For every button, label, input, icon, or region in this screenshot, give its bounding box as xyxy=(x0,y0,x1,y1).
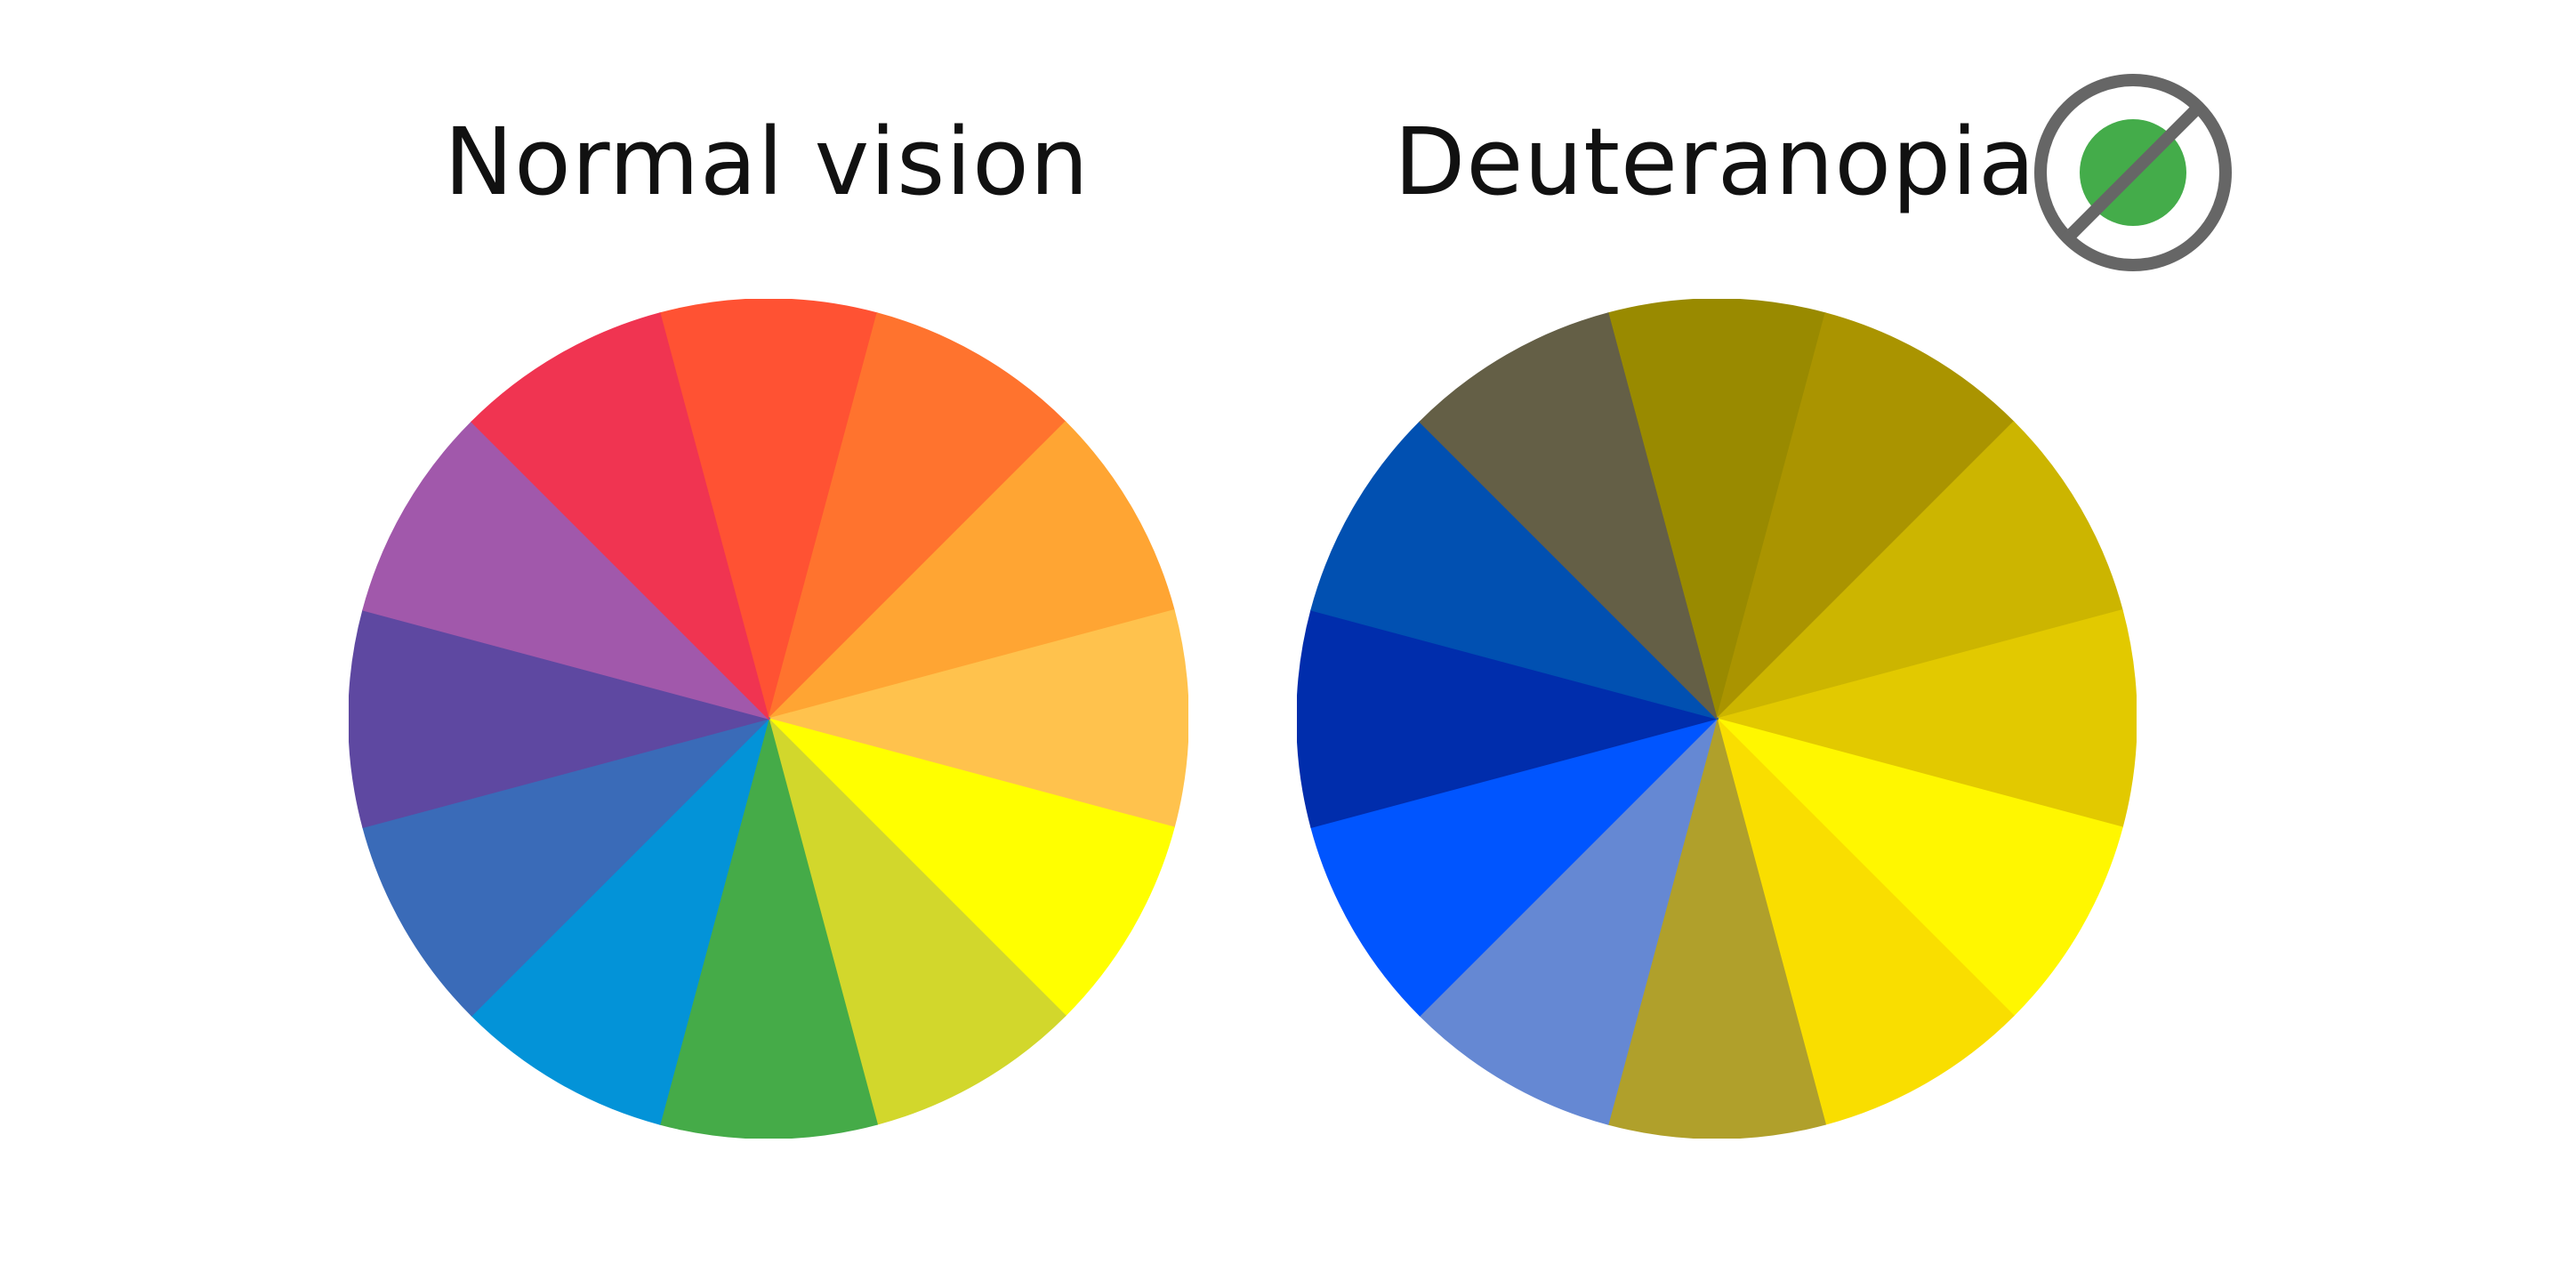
normal-wheel-slice-12 xyxy=(471,312,770,721)
normal-wheel-slice-10 xyxy=(349,608,771,829)
deuteranopia-wheel-slice-11 xyxy=(1310,421,1719,720)
normal-wheel-slice-2 xyxy=(767,312,1067,721)
deuteranopia-title: Deuteranopia xyxy=(1394,108,2036,216)
normal-wheel-slice-11 xyxy=(362,421,771,720)
icon-ring xyxy=(2034,74,2232,271)
deuteranopia-wheel-slice-12 xyxy=(1419,312,1719,721)
normal-wheel-slice-4 xyxy=(766,608,1188,829)
deuteranopia-wheel-slice-8 xyxy=(1419,716,1719,1125)
deuteranopia-wheel-slice-3 xyxy=(1714,421,2123,720)
normal-wheel-slice-3 xyxy=(766,421,1175,720)
deuteranopia-wheel-slice-1 xyxy=(1606,299,1827,721)
normal-vision-color-wheel xyxy=(349,299,1188,1139)
normal-wheel-slice-1 xyxy=(658,299,879,721)
deuteranopia-wheel-slice-2 xyxy=(1715,312,2015,721)
deuteranopia-wheel-slice-10 xyxy=(1297,608,1719,829)
normal-wheel-slice-9 xyxy=(362,717,771,1017)
deuteranopia-wheel-slice-6 xyxy=(1715,716,2015,1125)
icon-strike-through xyxy=(2061,101,2205,245)
normal-wheel-slice-8 xyxy=(471,716,770,1125)
deuteranopia-icon xyxy=(2034,74,2232,271)
normal-wheel-slice-6 xyxy=(767,716,1067,1125)
normal-vision-title: Normal vision xyxy=(444,108,1090,216)
deuteranopia-color-wheel xyxy=(1297,299,2137,1139)
deuteranopia-wheel-slice-4 xyxy=(1714,608,2137,829)
normal-wheel-slice-5 xyxy=(766,717,1175,1017)
deuteranopia-wheel-slice-9 xyxy=(1310,717,1719,1017)
deuteranopia-wheel-slice-5 xyxy=(1714,717,2123,1017)
deuteranopia-wheel-slice-7 xyxy=(1606,716,1827,1139)
normal-wheel-slice-7 xyxy=(658,716,879,1139)
